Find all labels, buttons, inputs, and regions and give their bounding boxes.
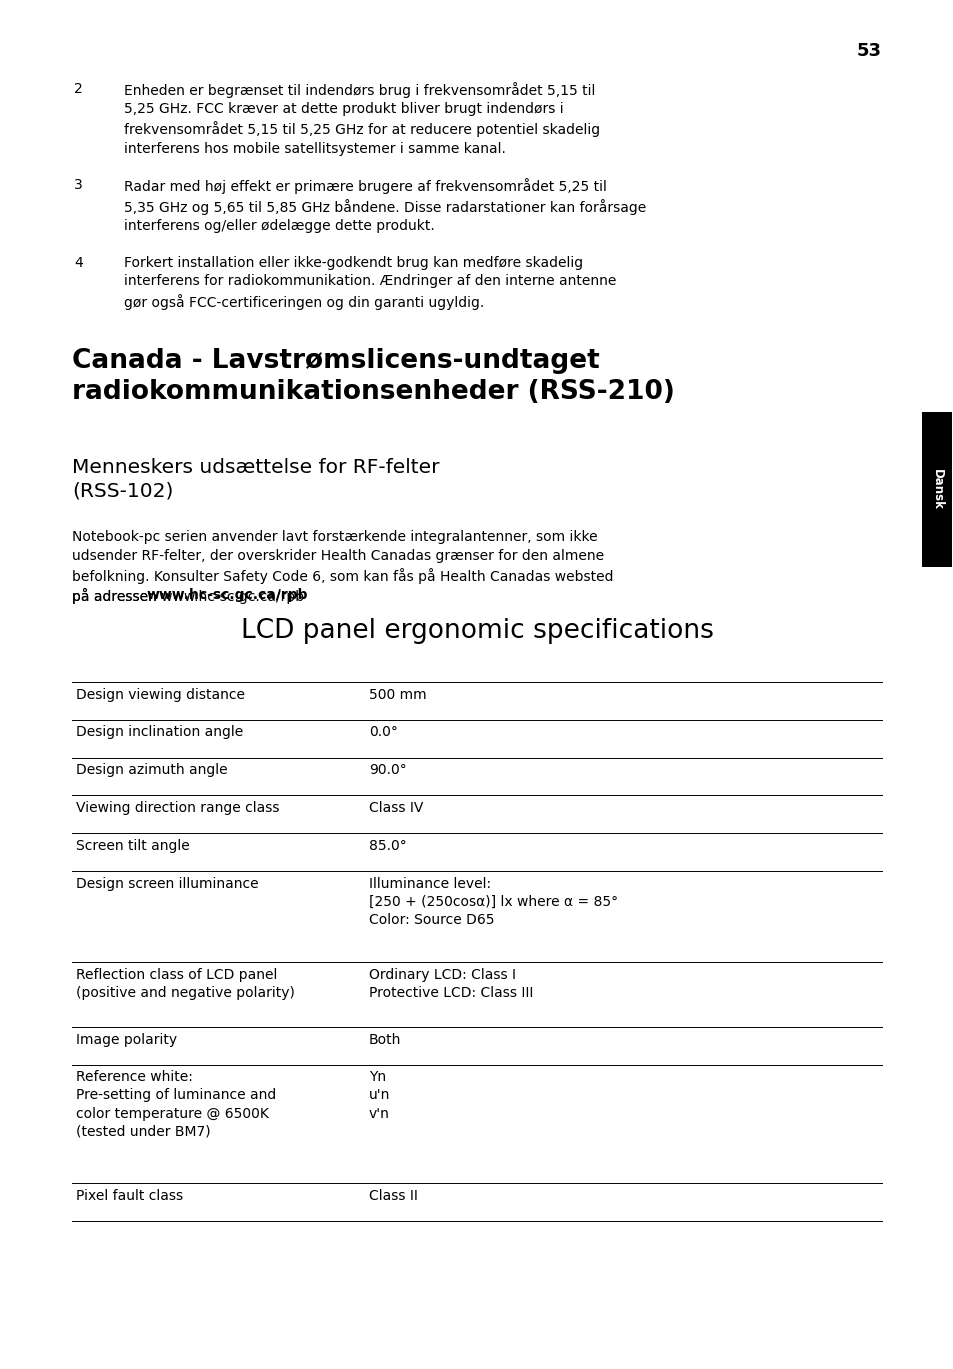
Text: 0.0°: 0.0°: [369, 726, 397, 739]
Text: Dansk: Dansk: [929, 470, 943, 509]
Text: Reflection class of LCD panel
(positive and negative polarity): Reflection class of LCD panel (positive …: [76, 968, 294, 1001]
Text: Canada - Lavstrømslicens-undtaget
radiokommunikationsenheder (RSS-210): Canada - Lavstrømslicens-undtaget radiok…: [71, 348, 674, 405]
Text: på adressen: på adressen: [71, 587, 161, 604]
Text: befolkning. Konsulter Safety Code 6, som kan fås på Health Canadas websted: befolkning. Konsulter Safety Code 6, som…: [71, 568, 613, 585]
Text: 53: 53: [856, 42, 882, 60]
Text: udsender RF-felter, der overskrider Health Canadas grænser for den almene: udsender RF-felter, der overskrider Heal…: [71, 549, 603, 563]
Text: Pixel fault class: Pixel fault class: [76, 1188, 183, 1202]
Text: Both: Both: [369, 1032, 401, 1046]
Text: Design viewing distance: Design viewing distance: [76, 687, 245, 701]
Text: Design screen illuminance: Design screen illuminance: [76, 876, 258, 890]
Text: Design inclination angle: Design inclination angle: [76, 726, 243, 739]
Text: Design azimuth angle: Design azimuth angle: [76, 763, 228, 778]
Text: 85.0°: 85.0°: [369, 839, 406, 853]
Text: www.hc-sc.gc.ca/rpb: www.hc-sc.gc.ca/rpb: [146, 587, 308, 601]
Text: Illuminance level:
[250 + (250cosα)] lx where α = 85°
Color: Source D65: Illuminance level: [250 + (250cosα)] lx …: [369, 876, 618, 927]
Text: Yn
u'n
v'n: Yn u'n v'n: [369, 1071, 390, 1121]
Text: Menneskers udsættelse for RF-felter
(RSS-102): Menneskers udsættelse for RF-felter (RSS…: [71, 459, 439, 501]
Text: 2: 2: [74, 82, 83, 96]
Text: Enheden er begrænset til indendørs brug i frekvensområdet 5,15 til
5,25 GHz. FCC: Enheden er begrænset til indendørs brug …: [124, 82, 599, 156]
Text: Forkert installation eller ikke-godkendt brug kan medføre skadelig
interferens f: Forkert installation eller ikke-godkendt…: [124, 256, 616, 309]
Text: 4: 4: [74, 256, 83, 270]
Text: 3: 3: [74, 178, 83, 192]
Text: Image polarity: Image polarity: [76, 1032, 177, 1046]
Text: 500 mm: 500 mm: [369, 687, 426, 701]
Text: Ordinary LCD: Class I
Protective LCD: Class III: Ordinary LCD: Class I Protective LCD: Cl…: [369, 968, 533, 1001]
Text: Radar med høj effekt er primære brugere af frekvensområdet 5,25 til
5,35 GHz og : Radar med høj effekt er primære brugere …: [124, 178, 645, 234]
Text: 90.0°: 90.0°: [369, 763, 406, 778]
Text: på adressen www.hc-sc.gc.ca/rpb: på adressen www.hc-sc.gc.ca/rpb: [71, 587, 304, 604]
Text: LCD panel ergonomic specifications: LCD panel ergonomic specifications: [240, 617, 713, 643]
Text: Viewing direction range class: Viewing direction range class: [76, 801, 279, 815]
Text: Notebook-pc serien anvender lavt forstærkende integralantenner, som ikke: Notebook-pc serien anvender lavt forstær…: [71, 530, 597, 543]
Text: Screen tilt angle: Screen tilt angle: [76, 839, 190, 853]
Bar: [921, 412, 951, 567]
Text: Class IV: Class IV: [369, 801, 423, 815]
Text: Reference white:
Pre-setting of luminance and
color temperature @ 6500K
(tested : Reference white: Pre-setting of luminanc…: [76, 1071, 276, 1139]
Text: Class II: Class II: [369, 1188, 417, 1202]
